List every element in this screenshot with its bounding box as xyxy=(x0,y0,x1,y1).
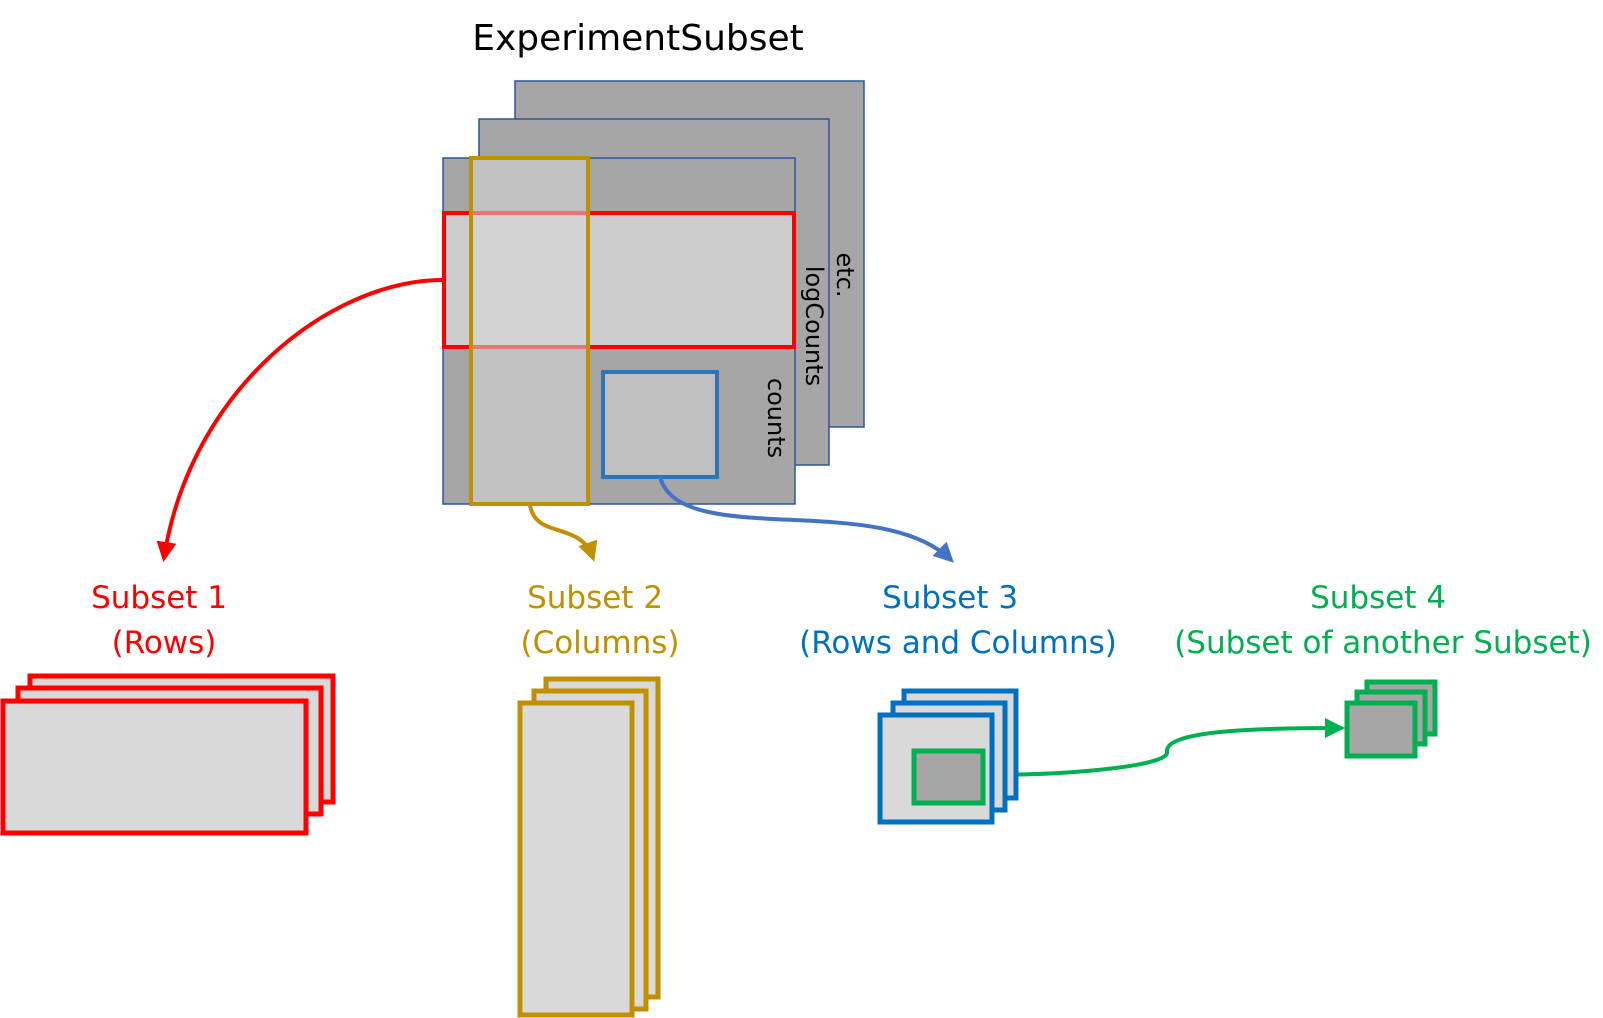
experiment-subset-title: ExperimentSubset xyxy=(472,18,804,59)
subset4-name: Subset 4 xyxy=(1310,580,1446,616)
subset2-description: (Columns) xyxy=(520,625,679,661)
subset3-description: (Rows and Columns) xyxy=(799,625,1117,661)
row-subset-arrow xyxy=(156,278,444,562)
column-selection xyxy=(469,156,590,506)
nested-selection xyxy=(911,748,986,806)
nested-subset-arrow xyxy=(981,718,1345,777)
subset2-stack xyxy=(517,676,661,1018)
subset3-name: Subset 3 xyxy=(882,580,1018,616)
subset3-stack xyxy=(877,688,1019,825)
column-subset-arrow xyxy=(528,504,598,562)
subset1-label: Subset 1 (Rows) xyxy=(91,580,237,661)
subset1-description: (Rows) xyxy=(112,625,217,661)
subset2-name: Subset 2 xyxy=(527,580,663,616)
subset4-description: (Subset of another Subset) xyxy=(1174,625,1592,661)
block-selection xyxy=(601,370,719,479)
layer-label-etc: etc. xyxy=(831,253,859,298)
subset4-stack xyxy=(1344,679,1438,759)
subset1-stack xyxy=(0,673,336,836)
block-subset-arrow xyxy=(658,476,954,563)
subset3-label: Subset 3 (Rows and Columns) xyxy=(799,580,1117,661)
layer-label-counts: counts xyxy=(762,378,790,458)
subset4-label: Subset 4 (Subset of another Subset) xyxy=(1174,580,1592,661)
layer-label-logcounts: logCounts xyxy=(800,266,828,386)
subset2-label: Subset 2 (Columns) xyxy=(520,580,679,661)
subset1-name: Subset 1 xyxy=(91,580,227,616)
